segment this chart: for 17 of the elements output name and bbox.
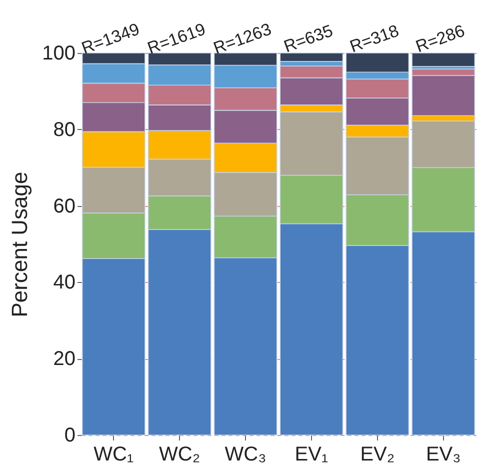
- y-tick-label: 20: [53, 348, 76, 370]
- x-tick-label: EV₃: [426, 444, 461, 466]
- bar: [412, 52, 476, 67]
- annotation: R=635: [281, 21, 336, 56]
- y-tick-label: 0: [64, 424, 76, 446]
- y-tick-label: 40: [53, 272, 76, 294]
- x-tick-label: WC₂: [159, 444, 200, 466]
- y-tick-label: 80: [53, 118, 76, 141]
- x-tick-label: WC₃: [224, 444, 266, 466]
- annotation: R=286: [413, 21, 468, 56]
- y-axis-title: Percent Usage: [7, 172, 32, 318]
- y-tick-label: 60: [53, 195, 76, 218]
- y-tick-label: 100: [42, 42, 76, 64]
- x-tick-label: EV₂: [360, 444, 395, 466]
- annotation: R=318: [347, 21, 402, 56]
- x-tick-label: WC₁: [94, 444, 134, 466]
- x-tick-label: EV₁: [294, 444, 328, 466]
